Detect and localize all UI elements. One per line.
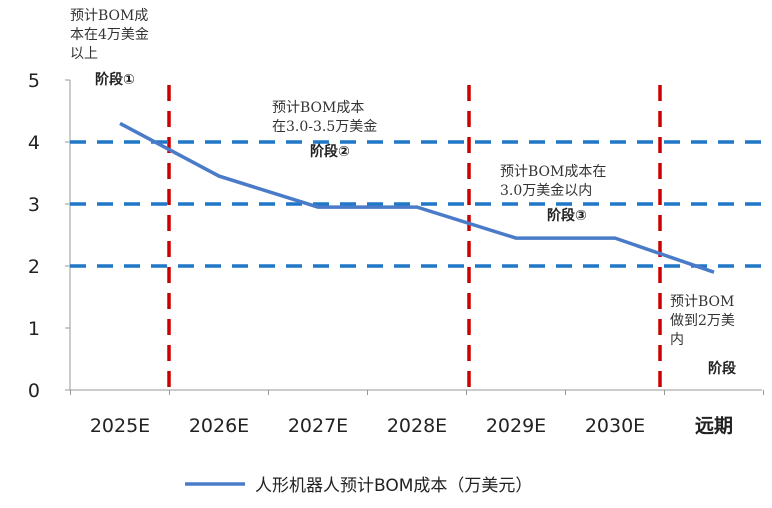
x-tick-label: 2027E <box>288 415 348 437</box>
annotation-text: 预计BOM <box>670 294 734 310</box>
stage-label: 阶段③ <box>547 207 587 224</box>
series-line <box>119 121 715 274</box>
y-tick-label: 2 <box>28 256 40 278</box>
annotation-text: 以上 <box>70 46 98 62</box>
y-tick-label: 0 <box>28 380 40 402</box>
y-tick-label: 5 <box>28 70 40 92</box>
stage-label: 阶段① <box>95 71 135 88</box>
x-tick-label: 2029E <box>486 415 546 437</box>
x-tick-label: 2030E <box>585 415 645 437</box>
x-tick-label: 2025E <box>90 415 150 437</box>
annotation-text: 3.0万美金以内 <box>500 183 592 199</box>
annotation-text: 本在4万美金 <box>70 27 149 43</box>
x-tick-label: 远期 <box>695 415 733 437</box>
x-tick-label: 2026E <box>189 415 249 437</box>
y-tick-label: 4 <box>28 132 40 154</box>
annotation-text: 内 <box>670 332 684 348</box>
annotation-text: 在3.0-3.5万美金 <box>272 119 377 135</box>
annotation-text: 预计BOM成本在 <box>500 164 606 180</box>
y-tick-label: 1 <box>28 318 40 340</box>
annotation-text: 预计BOM成本 <box>272 100 364 116</box>
stage-label: 阶段② <box>310 143 350 160</box>
annotation-text: 预计BOM成 <box>70 8 148 24</box>
y-tick-label: 3 <box>28 194 40 216</box>
legend-label: 人形机器人预计BOM成本（万美元） <box>255 476 532 496</box>
stage-label: 阶段 <box>708 360 736 377</box>
annotation-text: 做到2万美 <box>670 313 735 329</box>
x-tick-label: 2028E <box>387 415 447 437</box>
